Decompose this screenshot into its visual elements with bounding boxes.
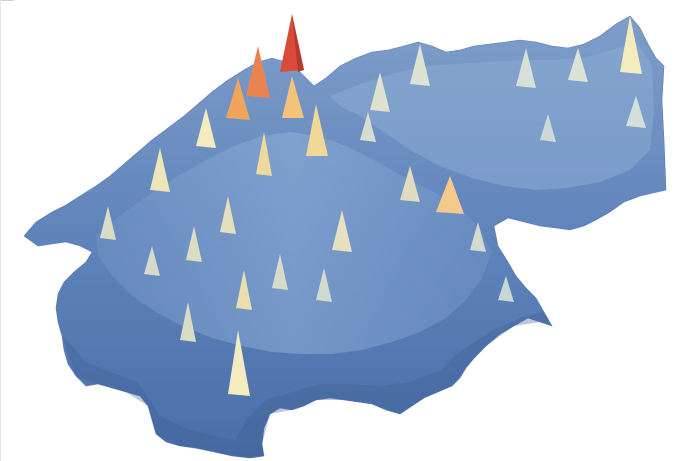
peak-27 — [144, 246, 160, 276]
peak-18 — [626, 96, 646, 128]
shadow-edge — [62, 312, 552, 458]
peak-5 — [306, 104, 328, 156]
ridge-layer — [96, 132, 492, 354]
peak-28 — [316, 268, 332, 302]
peak-20 — [180, 302, 196, 342]
peak-13 — [400, 166, 420, 202]
peak-19 — [100, 206, 116, 240]
peak-summit-1-shade — [292, 14, 304, 72]
peak-8 — [196, 108, 216, 148]
peak-10 — [228, 330, 250, 396]
peak-29 — [498, 276, 514, 302]
peak-7 — [620, 16, 642, 74]
peak-23 — [256, 132, 272, 176]
peak-25 — [360, 112, 376, 142]
peak-4 — [282, 76, 304, 118]
peak-14 — [370, 72, 390, 112]
peak-12 — [332, 210, 352, 252]
peak-17 — [568, 48, 588, 82]
peak-6 — [436, 176, 464, 214]
peak-16 — [516, 48, 536, 88]
peak-15 — [410, 44, 430, 86]
peak-9 — [150, 148, 170, 192]
peaks-group — [100, 14, 646, 396]
peak-21 — [272, 254, 288, 290]
peak-2 — [246, 46, 270, 98]
left-edge-line — [0, 0, 1, 461]
peak-11 — [236, 270, 252, 310]
peak-24 — [186, 226, 202, 262]
peak-3 — [226, 78, 250, 120]
peak-30 — [540, 114, 556, 142]
peak-26 — [220, 196, 236, 234]
peak-22 — [470, 222, 486, 252]
top-edge-line — [0, 0, 14, 1]
